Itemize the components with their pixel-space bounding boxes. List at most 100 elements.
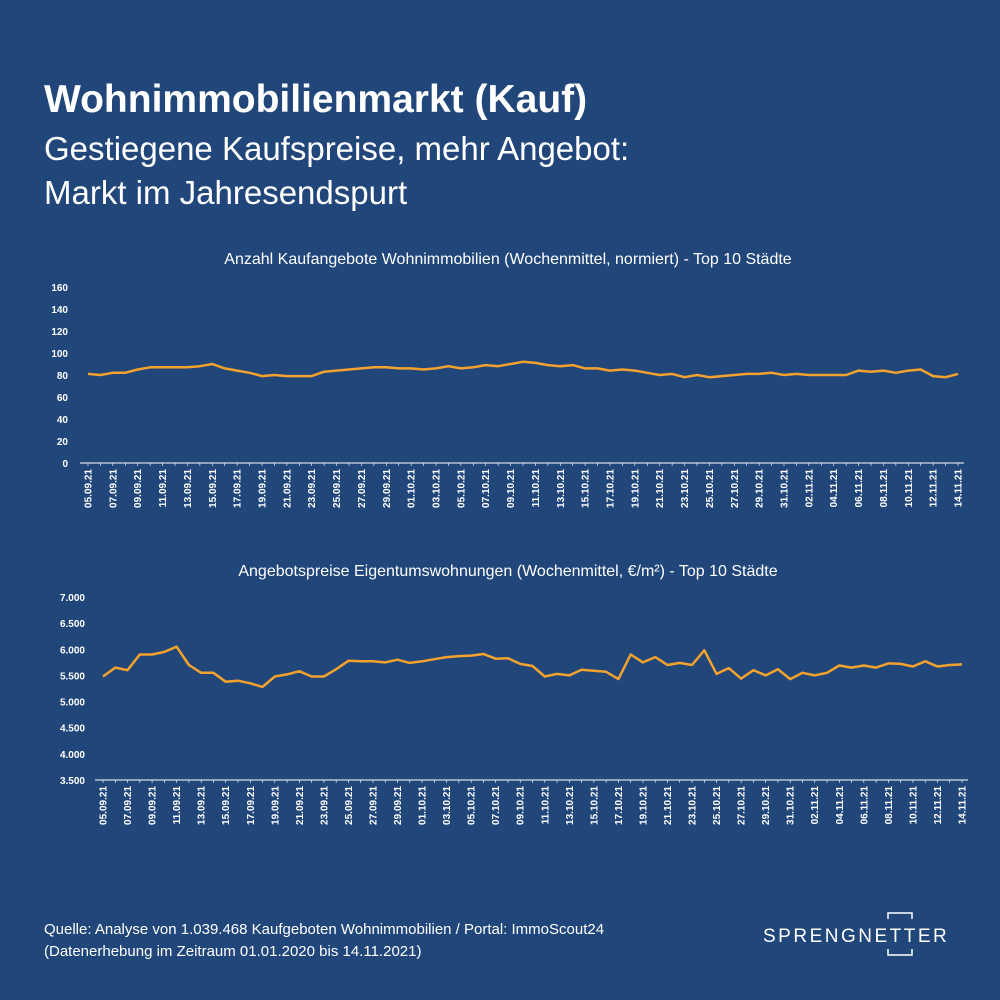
x-tick-label: 01.10.21: [418, 786, 429, 825]
x-tick-label: 19.10.21: [638, 786, 649, 825]
x-tick-label: 13.10.21: [565, 786, 576, 825]
y-tick-label: 20: [57, 437, 69, 448]
x-tick-label: 08.11.21: [879, 469, 890, 508]
source: (Datenerhebung im Zeitraum 01.01.2020 bi…: [44, 943, 421, 960]
x-tick-label: 19.10.21: [630, 469, 641, 508]
x-tick-label: 04.11.21: [835, 786, 846, 825]
y-tick-label: 5.000: [60, 698, 85, 709]
x-tick-label: 17.09.21: [246, 786, 257, 825]
y-tick-label: 40: [57, 415, 69, 426]
x-tick-label: 02.11.21: [810, 786, 821, 825]
x-tick-label: 09.09.21: [148, 786, 159, 825]
x-tick-label: 05.09.21: [84, 469, 95, 508]
x-tick-label: 09.10.21: [506, 469, 517, 508]
x-tick-label: 25.10.21: [705, 469, 716, 508]
x-tick-label: 10.11.21: [904, 469, 915, 508]
x-tick-label: 07.10.21: [481, 469, 492, 508]
x-tick-label: 11.10.21: [531, 469, 542, 508]
logo: SPRENGNETTER: [763, 926, 949, 947]
x-tick-label: 21.10.21: [663, 786, 674, 825]
x-tick-label: 14.11.21: [954, 469, 965, 508]
x-tick-label: 01.10.21: [407, 469, 418, 508]
x-tick-label: 23.09.21: [307, 469, 318, 508]
x-tick-label: 10.11.21: [908, 786, 919, 825]
x-tick-label: 25.09.21: [344, 786, 355, 825]
x-tick-label: 25.09.21: [332, 469, 343, 508]
x-tick-label: 02.11.21: [804, 469, 815, 508]
x-tick-label: 29.10.21: [755, 469, 766, 508]
y-tick-label: 5.500: [60, 671, 85, 682]
y-tick-label: 60: [57, 393, 69, 404]
x-tick-label: 21.09.21: [282, 469, 293, 508]
y-tick-label: 140: [51, 305, 68, 316]
x-tick-label: 27.09.21: [368, 786, 379, 825]
x-tick-label: 23.10.21: [688, 786, 699, 825]
y-tick-label: 3.500: [60, 776, 85, 787]
x-tick-label: 23.09.21: [319, 786, 330, 825]
x-tick-label: 17.10.21: [614, 786, 625, 825]
x-tick-label: 12.11.21: [929, 469, 940, 508]
logo-bracket: [887, 912, 913, 956]
data-line: [87, 360, 959, 379]
x-tick-label: 13.10.21: [556, 469, 567, 508]
x-tick-label: 31.10.21: [780, 469, 791, 508]
x-tick-label: 03.10.21: [442, 786, 453, 825]
x-tick-label: 23.10.21: [680, 469, 691, 508]
x-tick-label: 15.10.21: [581, 469, 592, 508]
x-tick-label: 15.09.21: [221, 786, 232, 825]
x-tick-label: 15.10.21: [589, 786, 600, 825]
x-tick-label: 21.09.21: [295, 786, 306, 825]
subtitle: Gestiegene Kaufspreise, mehr Angebot:: [44, 130, 629, 167]
y-tick-label: 80: [57, 371, 69, 382]
chart-title: Angebotspreise Eigentumswohnungen (Woche…: [238, 563, 777, 580]
y-tick-label: 4.000: [60, 750, 85, 761]
x-tick-label: 08.11.21: [884, 786, 895, 825]
subtitle: Markt im Jahresendspurt: [44, 174, 407, 211]
x-tick-label: 07.10.21: [491, 786, 502, 825]
x-tick-label: 17.09.21: [233, 469, 244, 508]
y-tick-label: 6.500: [60, 619, 85, 630]
x-tick-label: 06.11.21: [854, 469, 865, 508]
x-tick-label: 19.09.21: [270, 786, 281, 825]
chart-title: Anzahl Kaufangebote Wohnimmobilien (Woch…: [224, 251, 792, 268]
x-tick-label: 27.10.21: [730, 469, 741, 508]
x-tick-label: 13.09.21: [197, 786, 208, 825]
y-tick-label: 6.000: [60, 645, 85, 656]
x-tick-label: 07.09.21: [123, 786, 134, 825]
source: Quelle: Analyse von 1.039.468 Kaufgebote…: [44, 921, 604, 938]
x-tick-label: 21.10.21: [655, 469, 666, 508]
y-tick-label: 120: [51, 327, 68, 338]
y-tick-label: 160: [51, 283, 68, 294]
x-tick-label: 11.09.21: [172, 786, 183, 825]
x-tick-label: 29.09.21: [382, 469, 393, 508]
x-tick-label: 11.10.21: [540, 786, 551, 825]
x-tick-label: 15.09.21: [208, 469, 219, 508]
x-tick-label: 27.09.21: [357, 469, 368, 508]
x-tick-label: 05.10.21: [467, 786, 478, 825]
x-tick-label: 12.11.21: [933, 786, 944, 825]
x-tick-label: 25.10.21: [712, 786, 723, 825]
x-tick-label: 29.09.21: [393, 786, 404, 825]
x-tick-label: 14.11.21: [958, 786, 969, 825]
x-tick-label: 27.10.21: [737, 786, 748, 825]
y-tick-label: 0: [62, 459, 68, 470]
x-tick-label: 19.09.21: [258, 469, 269, 508]
x-tick-label: 13.09.21: [183, 469, 194, 508]
data-line: [102, 645, 963, 689]
x-tick-label: 03.10.21: [432, 469, 443, 508]
x-tick-label: 11.09.21: [158, 469, 169, 508]
x-tick-label: 05.10.21: [456, 469, 467, 508]
x-tick-label: 17.10.21: [606, 469, 617, 508]
x-tick-label: 06.11.21: [859, 786, 870, 825]
x-tick-label: 04.11.21: [829, 469, 840, 508]
y-tick-label: 4.500: [60, 724, 85, 735]
y-tick-label: 100: [51, 349, 68, 360]
x-tick-label: 31.10.21: [786, 786, 797, 825]
x-tick-label: 09.09.21: [133, 469, 144, 508]
title: Wohnimmobilienmarkt (Kauf): [44, 78, 587, 121]
x-tick-label: 09.10.21: [516, 786, 527, 825]
y-tick-label: 7.000: [60, 593, 85, 604]
x-tick-label: 29.10.21: [761, 786, 772, 825]
